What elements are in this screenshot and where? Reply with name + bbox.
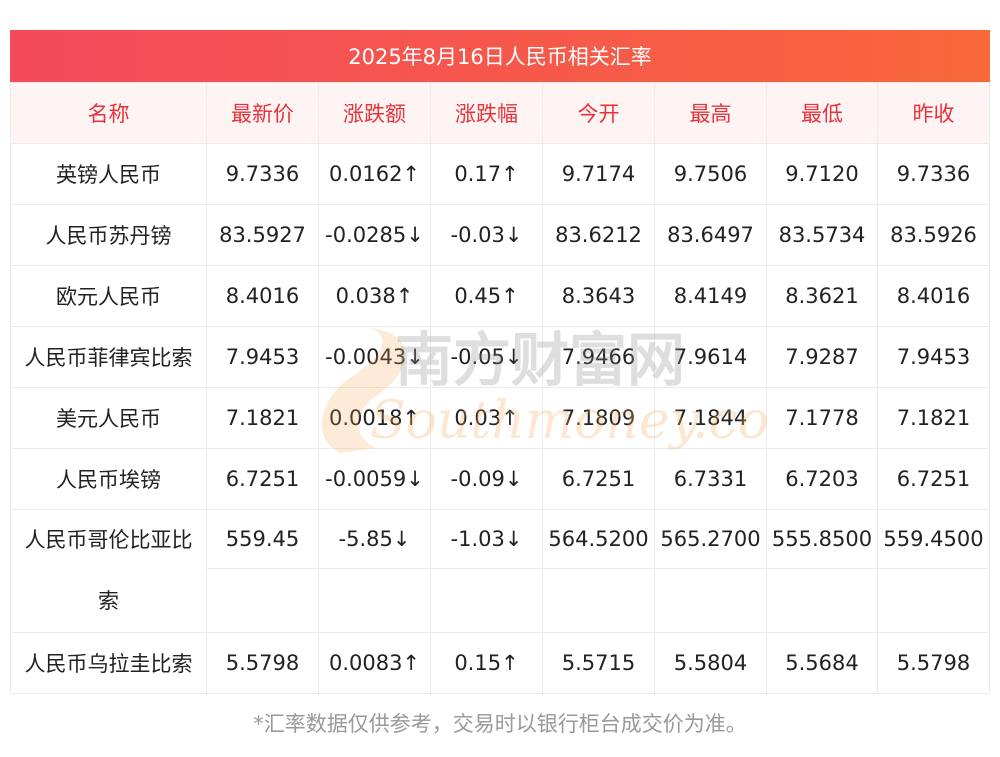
cell-change: 0.0083↑ — [318, 632, 431, 694]
header-prev-close: 昨收 — [877, 82, 990, 144]
cell-open: 83.6212 — [542, 204, 655, 266]
cell-change: 0.0162↑ — [318, 143, 431, 205]
cell-name: 人民币埃镑 — [10, 448, 207, 510]
cell-high: 6.7331 — [654, 448, 767, 510]
cell-latest: 83.5927 — [206, 204, 319, 266]
cell-change-pct: -0.05↓ — [430, 326, 543, 388]
cell-prev-close: 6.7251 — [877, 448, 990, 510]
cell-prev-close: 559.4500 — [877, 509, 990, 633]
cell-low: 9.7120 — [766, 143, 878, 205]
cell-high: 7.1844 — [654, 387, 767, 449]
cell-low: 555.8500 — [766, 509, 878, 633]
cell-open: 8.3643 — [542, 265, 655, 327]
cell-high: 5.5804 — [654, 632, 767, 694]
cell-open: 5.5715 — [542, 632, 655, 694]
cell-open: 7.9466 — [542, 326, 655, 388]
cell-prev-close: 5.5798 — [877, 632, 990, 694]
cell-high: 565.2700 — [654, 509, 767, 633]
header-low: 最低 — [766, 82, 878, 144]
table-row: 英镑人民币 9.7336 0.0162↑ 0.17↑ 9.7174 9.7506… — [10, 143, 990, 205]
cell-change-pct: 0.17↑ — [430, 143, 543, 205]
cell-high: 9.7506 — [654, 143, 767, 205]
table-row: 人民币哥伦比亚比索 559.45 -5.85↓ -1.03↓ 564.5200 … — [10, 509, 990, 633]
cell-change: 0.038↑ — [318, 265, 431, 327]
cell-prev-close: 7.1821 — [877, 387, 990, 449]
page-title: 2025年8月16日人民币相关汇率 — [10, 30, 990, 82]
cell-latest: 559.45 — [206, 509, 319, 633]
cell-latest: 5.5798 — [206, 632, 319, 694]
cell-name: 人民币哥伦比亚比索 — [10, 509, 207, 633]
cell-open: 564.5200 — [542, 509, 655, 633]
header-change: 涨跌额 — [318, 82, 431, 144]
header-change-pct: 涨跌幅 — [430, 82, 543, 144]
cell-change-pct: 0.15↑ — [430, 632, 543, 694]
cell-change: -0.0043↓ — [318, 326, 431, 388]
cell-change-pct: -0.09↓ — [430, 448, 543, 510]
cell-change: -0.0059↓ — [318, 448, 431, 510]
cell-low: 7.1778 — [766, 387, 878, 449]
row-divider — [206, 568, 989, 569]
cell-low: 6.7203 — [766, 448, 878, 510]
cell-prev-close: 9.7336 — [877, 143, 990, 205]
exchange-rate-table: 名称 最新价 涨跌额 涨跌幅 今开 最高 最低 昨收 英镑人民币 9.7336 … — [10, 82, 990, 694]
cell-low: 8.3621 — [766, 265, 878, 327]
cell-name: 人民币苏丹镑 — [10, 204, 207, 266]
header-name: 名称 — [10, 82, 207, 144]
cell-latest: 9.7336 — [206, 143, 319, 205]
cell-high: 83.6497 — [654, 204, 767, 266]
cell-latest: 6.7251 — [206, 448, 319, 510]
table-row: 人民币埃镑 6.7251 -0.0059↓ -0.09↓ 6.7251 6.73… — [10, 448, 990, 510]
cell-low: 5.5684 — [766, 632, 878, 694]
header-high: 最高 — [654, 82, 767, 144]
header-open: 今开 — [542, 82, 655, 144]
header-latest: 最新价 — [206, 82, 319, 144]
table-row: 人民币菲律宾比索 7.9453 -0.0043↓ -0.05↓ 7.9466 7… — [10, 326, 990, 388]
cell-latest: 7.1821 — [206, 387, 319, 449]
cell-latest: 7.9453 — [206, 326, 319, 388]
cell-latest: 8.4016 — [206, 265, 319, 327]
cell-low: 7.9287 — [766, 326, 878, 388]
cell-high: 7.9614 — [654, 326, 767, 388]
cell-name: 人民币菲律宾比索 — [10, 326, 207, 388]
cell-low: 83.5734 — [766, 204, 878, 266]
cell-change: -5.85↓ — [318, 509, 431, 633]
cell-open: 9.7174 — [542, 143, 655, 205]
cell-change: 0.0018↑ — [318, 387, 431, 449]
cell-open: 6.7251 — [542, 448, 655, 510]
table-row: 欧元人民币 8.4016 0.038↑ 0.45↑ 8.3643 8.4149 … — [10, 265, 990, 327]
cell-change-pct: 0.45↑ — [430, 265, 543, 327]
table-row: 美元人民币 7.1821 0.0018↑ 0.03↑ 7.1809 7.1844… — [10, 387, 990, 449]
cell-prev-close: 83.5926 — [877, 204, 990, 266]
cell-open: 7.1809 — [542, 387, 655, 449]
cell-name: 欧元人民币 — [10, 265, 207, 327]
cell-prev-close: 7.9453 — [877, 326, 990, 388]
cell-name: 美元人民币 — [10, 387, 207, 449]
disclaimer-note: *汇率数据仅供参考，交易时以银行柜台成交价为准。 — [253, 712, 747, 736]
cell-change: -0.0285↓ — [318, 204, 431, 266]
table-row: 人民币乌拉圭比索 5.5798 0.0083↑ 0.15↑ 5.5715 5.5… — [10, 632, 990, 694]
cell-change-pct: -0.03↓ — [430, 204, 543, 266]
cell-name: 人民币乌拉圭比索 — [10, 632, 207, 694]
cell-change-pct: -1.03↓ — [430, 509, 543, 633]
cell-high: 8.4149 — [654, 265, 767, 327]
table-header-row: 名称 最新价 涨跌额 涨跌幅 今开 最高 最低 昨收 — [10, 82, 990, 144]
cell-prev-close: 8.4016 — [877, 265, 990, 327]
table-row: 人民币苏丹镑 83.5927 -0.0285↓ -0.03↓ 83.6212 8… — [10, 204, 990, 266]
cell-name: 英镑人民币 — [10, 143, 207, 205]
cell-change-pct: 0.03↑ — [430, 387, 543, 449]
